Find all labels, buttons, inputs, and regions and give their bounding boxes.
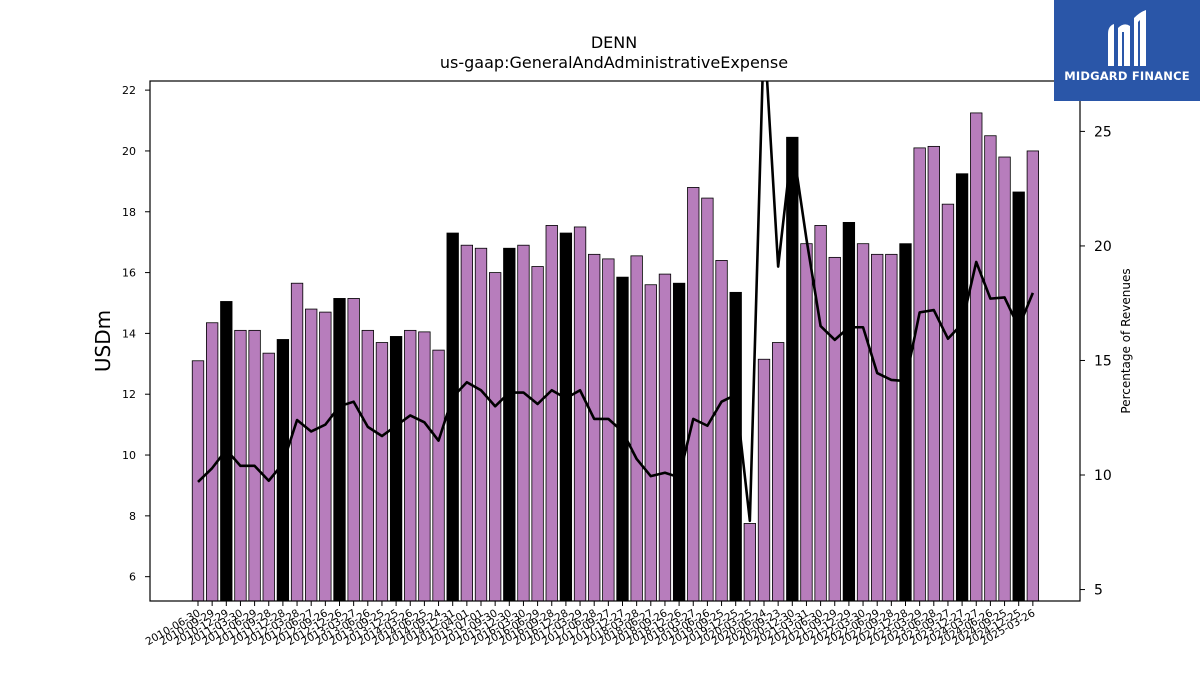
bar xyxy=(672,282,686,601)
bar xyxy=(814,225,827,601)
y2-tick-label: 15 xyxy=(1094,353,1112,369)
midgard-logo-icon xyxy=(1108,10,1146,66)
y2-tick-label: 25 xyxy=(1094,124,1112,140)
bar xyxy=(404,329,417,601)
bar xyxy=(644,284,657,601)
bar xyxy=(715,260,728,601)
bar xyxy=(290,282,304,601)
bar-series xyxy=(191,112,1039,601)
y2-tick-label: 10 xyxy=(1094,468,1112,484)
y-tick-label: 10 xyxy=(122,449,136,462)
bar xyxy=(701,197,714,601)
bar xyxy=(885,253,898,601)
bar xyxy=(998,156,1011,601)
bar xyxy=(927,145,940,601)
bar xyxy=(474,247,488,601)
bar xyxy=(531,266,544,601)
bar xyxy=(375,342,389,601)
bar xyxy=(658,273,672,601)
plot-frame xyxy=(149,80,1081,602)
bar xyxy=(955,173,969,601)
bar xyxy=(1026,150,1039,601)
bar xyxy=(757,358,771,601)
bar xyxy=(616,276,629,601)
bar xyxy=(602,258,615,601)
bar xyxy=(856,243,870,601)
bar xyxy=(545,225,558,601)
bar xyxy=(588,253,601,601)
bar xyxy=(984,135,997,601)
y-tick-label: 20 xyxy=(122,145,136,158)
bar xyxy=(800,243,813,601)
bar xyxy=(446,232,459,601)
bar xyxy=(333,298,346,601)
y-axis-label: USDm xyxy=(91,310,115,372)
y-tick-label: 8 xyxy=(129,510,136,523)
bar xyxy=(899,243,912,601)
bar xyxy=(559,232,573,601)
bar xyxy=(319,311,332,601)
bar xyxy=(687,187,700,601)
bar xyxy=(347,298,360,601)
y-tick-label: 22 xyxy=(122,84,136,97)
line-series xyxy=(197,81,1035,523)
plot-area: 68101214161820225101520252010-06-302010-… xyxy=(122,81,1112,648)
bar xyxy=(389,336,403,601)
y-tick-label: 16 xyxy=(122,267,136,280)
y2-tick-label: 20 xyxy=(1094,239,1112,255)
bar xyxy=(432,349,445,601)
bar xyxy=(772,342,785,601)
bar xyxy=(305,308,318,601)
bar xyxy=(630,255,643,601)
bar xyxy=(729,291,742,601)
bar xyxy=(970,112,983,601)
bar xyxy=(488,272,502,601)
bar xyxy=(503,247,516,601)
y-tick-label: 14 xyxy=(122,327,136,340)
chart-title: DENN xyxy=(591,33,637,52)
bar xyxy=(913,147,926,601)
bar xyxy=(1012,191,1025,601)
y-tick-label: 12 xyxy=(122,388,136,401)
bar xyxy=(871,253,884,601)
bar xyxy=(460,244,474,601)
bar xyxy=(361,329,374,601)
chart-subtitle: us-gaap:GeneralAndAdministrativeExpense xyxy=(440,53,788,72)
bar xyxy=(418,331,431,601)
y-tick-label: 6 xyxy=(129,571,136,584)
bar xyxy=(573,226,587,601)
bar xyxy=(743,523,756,601)
bar xyxy=(828,256,841,601)
brand-logo: MIDGARD FINANCE xyxy=(1054,0,1200,101)
bar xyxy=(786,136,799,601)
y-tick-label: 18 xyxy=(122,206,136,219)
y2-axis-label: Percentage of Revenues xyxy=(1119,268,1133,413)
bar xyxy=(517,244,530,601)
bar xyxy=(941,203,955,601)
bar xyxy=(842,221,856,601)
y2-tick-label: 5 xyxy=(1094,583,1103,599)
brand-name: MIDGARD FINANCE xyxy=(1064,69,1190,83)
bar xyxy=(262,352,275,601)
